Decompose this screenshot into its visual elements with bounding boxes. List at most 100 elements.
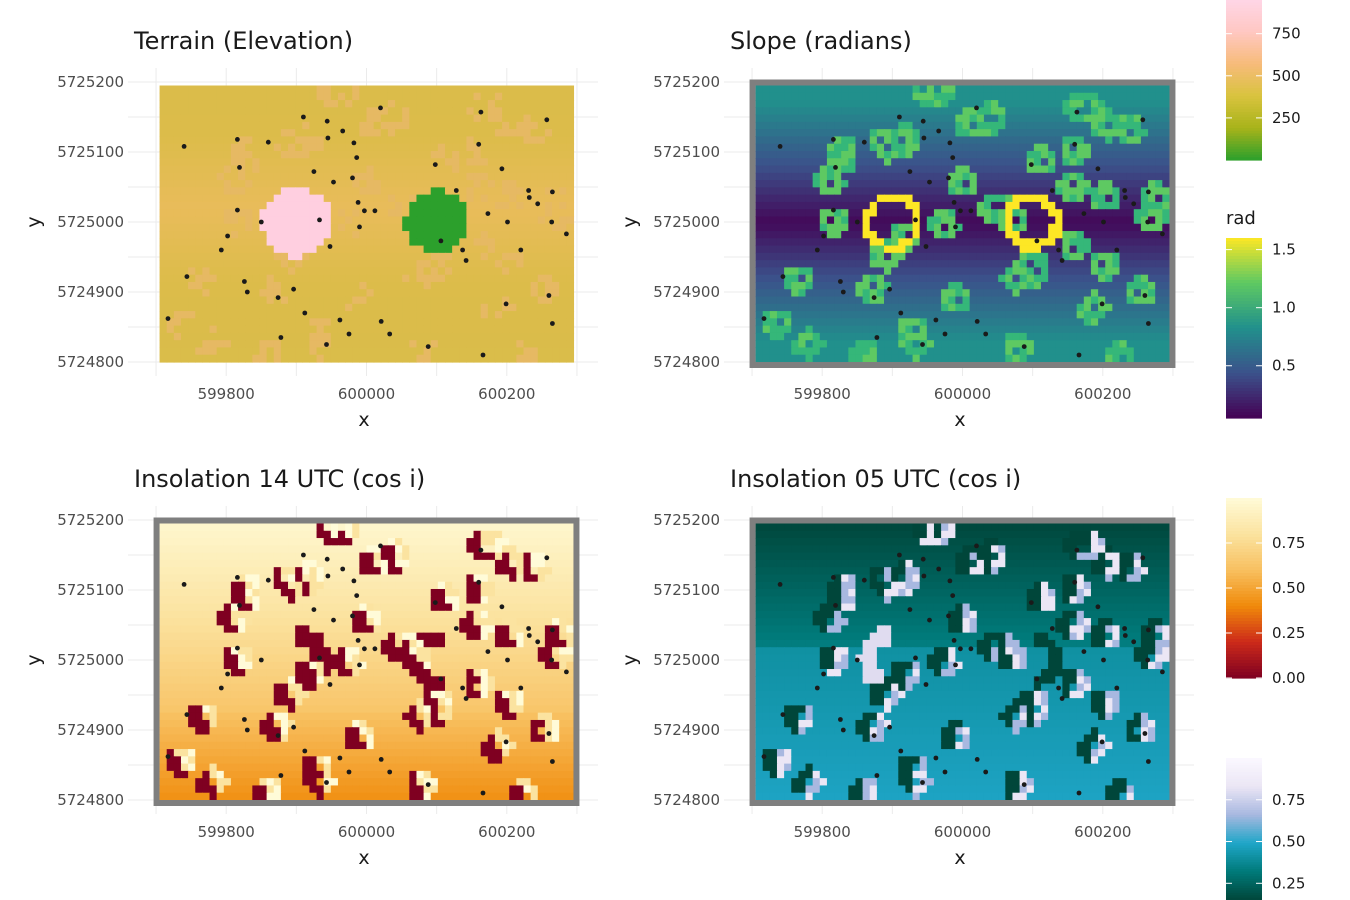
raster-cell [544,347,553,356]
raster-cell [273,340,282,349]
raster-cell [302,530,311,539]
raster-cell [466,100,475,108]
raster-cell [202,296,211,305]
raster-cell [1041,318,1049,327]
raster-cell [1098,172,1106,181]
raster-cell [769,238,778,247]
raster-cell [1162,267,1171,276]
raster-cell [309,538,318,546]
raster-cell [991,187,999,196]
raster-cell [437,114,446,123]
raster-cell [423,92,432,101]
raster-cell [955,289,964,298]
raster-cell [769,267,778,276]
raster-cell [566,530,575,539]
raster-cell [330,325,339,334]
raster-cell [769,340,778,349]
raster-cell [459,223,468,232]
raster-cell [1005,158,1014,167]
raster-cell [1033,223,1042,232]
raster-cell [884,136,892,145]
raster-cell [430,274,439,283]
raster-cell [559,209,567,218]
raster-cell [1133,85,1142,94]
raster-cell [352,303,360,312]
raster-cell [755,143,764,152]
raster-cell [402,267,410,276]
raster-cell [466,340,475,349]
raster-cell [309,281,318,290]
raster-cell [1162,347,1171,356]
raster-cell [352,143,360,152]
raster-cell [316,274,325,283]
raster-cell [559,318,567,327]
raster-cell [480,252,489,261]
raster-cell [430,85,439,94]
raster-cell [273,231,282,239]
raster-cell [848,311,857,319]
raster-cell [559,252,567,261]
raster-cell [452,545,460,554]
raster-cell [530,172,539,181]
raster-cell [991,245,999,254]
sample-point [1049,188,1055,193]
raster-cell [559,332,567,341]
raster-cell [948,347,956,356]
sample-point [546,293,552,298]
raster-cell [1126,267,1135,276]
raster-cell [941,121,949,130]
raster-cell [430,567,439,576]
raster-cell [530,158,539,167]
sample-point [235,137,240,142]
raster-cell [316,194,325,203]
raster-cell [755,260,764,269]
raster-cell [1148,303,1156,312]
raster-cell [1005,267,1014,276]
raster-cell [1005,347,1014,356]
raster-cell [330,165,339,174]
raster-cell [516,552,525,561]
raster-cell [805,165,814,174]
raster-cell [437,216,446,225]
raster-cell [933,85,942,94]
raster-cell [509,303,517,312]
raster-cell [395,201,403,210]
raster-cell [826,187,835,196]
raster-cell [998,354,1006,363]
raster-cell [869,92,878,101]
raster-cell [273,223,282,232]
raster-cell [926,260,935,269]
panel-2: 599800 600000 6002005725200572510057250005… [619,27,1194,431]
raster-cell [926,303,935,312]
raster-cell [1041,158,1049,167]
x-tick-label: 600000 [338,385,395,403]
raster-cell [826,296,835,305]
raster-cell [159,274,168,283]
raster-cell [437,136,446,145]
raster-cell [891,121,899,130]
raster-cell [784,354,792,363]
raster-cell [195,107,203,116]
raster-cell [509,245,517,254]
raster-cell [537,100,546,108]
raster-cell [266,201,275,210]
raster-cell [1005,245,1014,254]
raster-cell [173,85,182,94]
raster-cell [1126,260,1135,269]
raster-cell [1133,260,1142,269]
raster-cell [1076,121,1085,130]
raster-cell [1105,354,1113,363]
raster-cell [1090,252,1099,261]
raster-cell [544,332,553,341]
raster-cell [430,158,439,167]
raster-cell [544,538,553,546]
raster-cell [238,129,246,138]
raster-cell [876,325,885,334]
raster-cell [1162,143,1171,152]
raster-cell [869,158,878,167]
raster-cell [566,187,575,196]
raster-cell [280,165,289,174]
raster-cell [769,332,778,341]
raster-cell [1026,289,1035,298]
raster-cell [259,545,268,554]
